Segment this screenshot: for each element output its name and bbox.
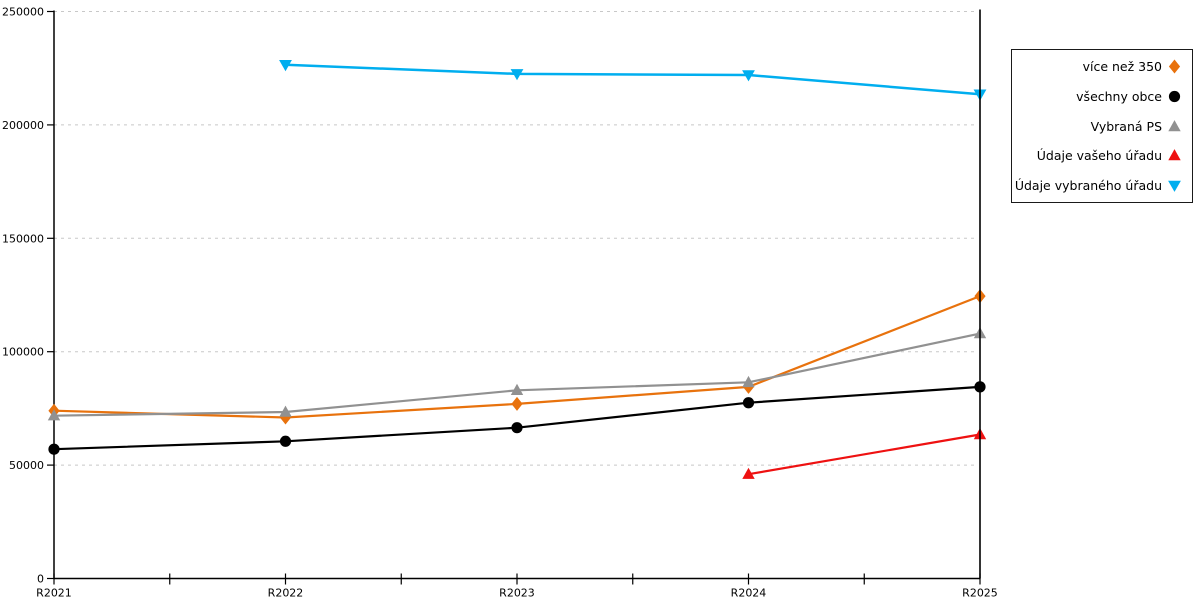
triangle-up-marker: [510, 383, 524, 395]
y-tick-label: 200000: [2, 119, 44, 132]
triangle-down-marker: [742, 70, 755, 82]
y-tick-label: 100000: [2, 346, 44, 359]
legend-label: Údaje vašeho úřadu: [1036, 148, 1162, 164]
x-tick-label: R2024: [731, 587, 767, 600]
legend-label: všechny obce: [1076, 88, 1162, 104]
x-tick-label: R2025: [962, 587, 998, 600]
legend-item: Údaje vybraného úřadu: [1015, 178, 1182, 193]
y-tick-label: 150000: [2, 232, 44, 245]
circle-marker: [511, 422, 523, 434]
triangle-up-marker: [1168, 119, 1181, 131]
legend-item: Údaje vašeho úřadu: [1022, 148, 1182, 163]
diamond-marker: [1168, 59, 1181, 74]
y-tick-label: 0: [37, 573, 44, 586]
triangle-down-marker: [1168, 180, 1181, 192]
circle-marker: [48, 443, 60, 455]
triangle-up-marker: [742, 375, 755, 388]
triangle-up-marker: [1168, 149, 1181, 161]
circle-marker: [742, 397, 755, 409]
legend-label: Údaje vybraného úřadu: [1014, 178, 1162, 193]
y-tick-label: 250000: [2, 6, 44, 19]
legend: více než 350 všechny obce Vybraná PS Údaje …: [1011, 49, 1193, 203]
triangle-up-legend-icon: [1168, 119, 1181, 131]
triangle-up-legend-icon: [1168, 149, 1181, 161]
x-tick-label: R2022: [268, 587, 304, 600]
x-tick-label: R2023: [499, 587, 535, 600]
triangle-up-marker: [47, 409, 61, 421]
legend-label: více než 350: [1082, 59, 1162, 74]
circle-marker: [279, 435, 292, 447]
triangle-down-marker: [279, 60, 292, 72]
circle-marker: [1168, 90, 1181, 102]
triangle-up-marker: [742, 467, 755, 479]
diamond-marker: [511, 396, 523, 411]
triangle-up-marker: [279, 405, 292, 417]
series-line: [284, 63, 982, 96]
legend-item: Vybraná PS: [1022, 119, 1182, 134]
triangle-down-legend-icon: [1168, 180, 1181, 192]
series-line: [747, 433, 982, 476]
y-tick-label: 50000: [9, 459, 44, 472]
triangle-down-marker: [510, 69, 524, 81]
x-tick-label: R2021: [36, 587, 72, 600]
legend-item: více než 350: [1022, 59, 1182, 74]
legend-item: všechny obce: [1022, 89, 1182, 104]
circle-legend-icon: [1168, 90, 1181, 102]
series-line: [52, 385, 982, 451]
diamond-legend-icon: [1168, 59, 1181, 74]
legend-label: Vybraná PS: [1090, 118, 1162, 134]
